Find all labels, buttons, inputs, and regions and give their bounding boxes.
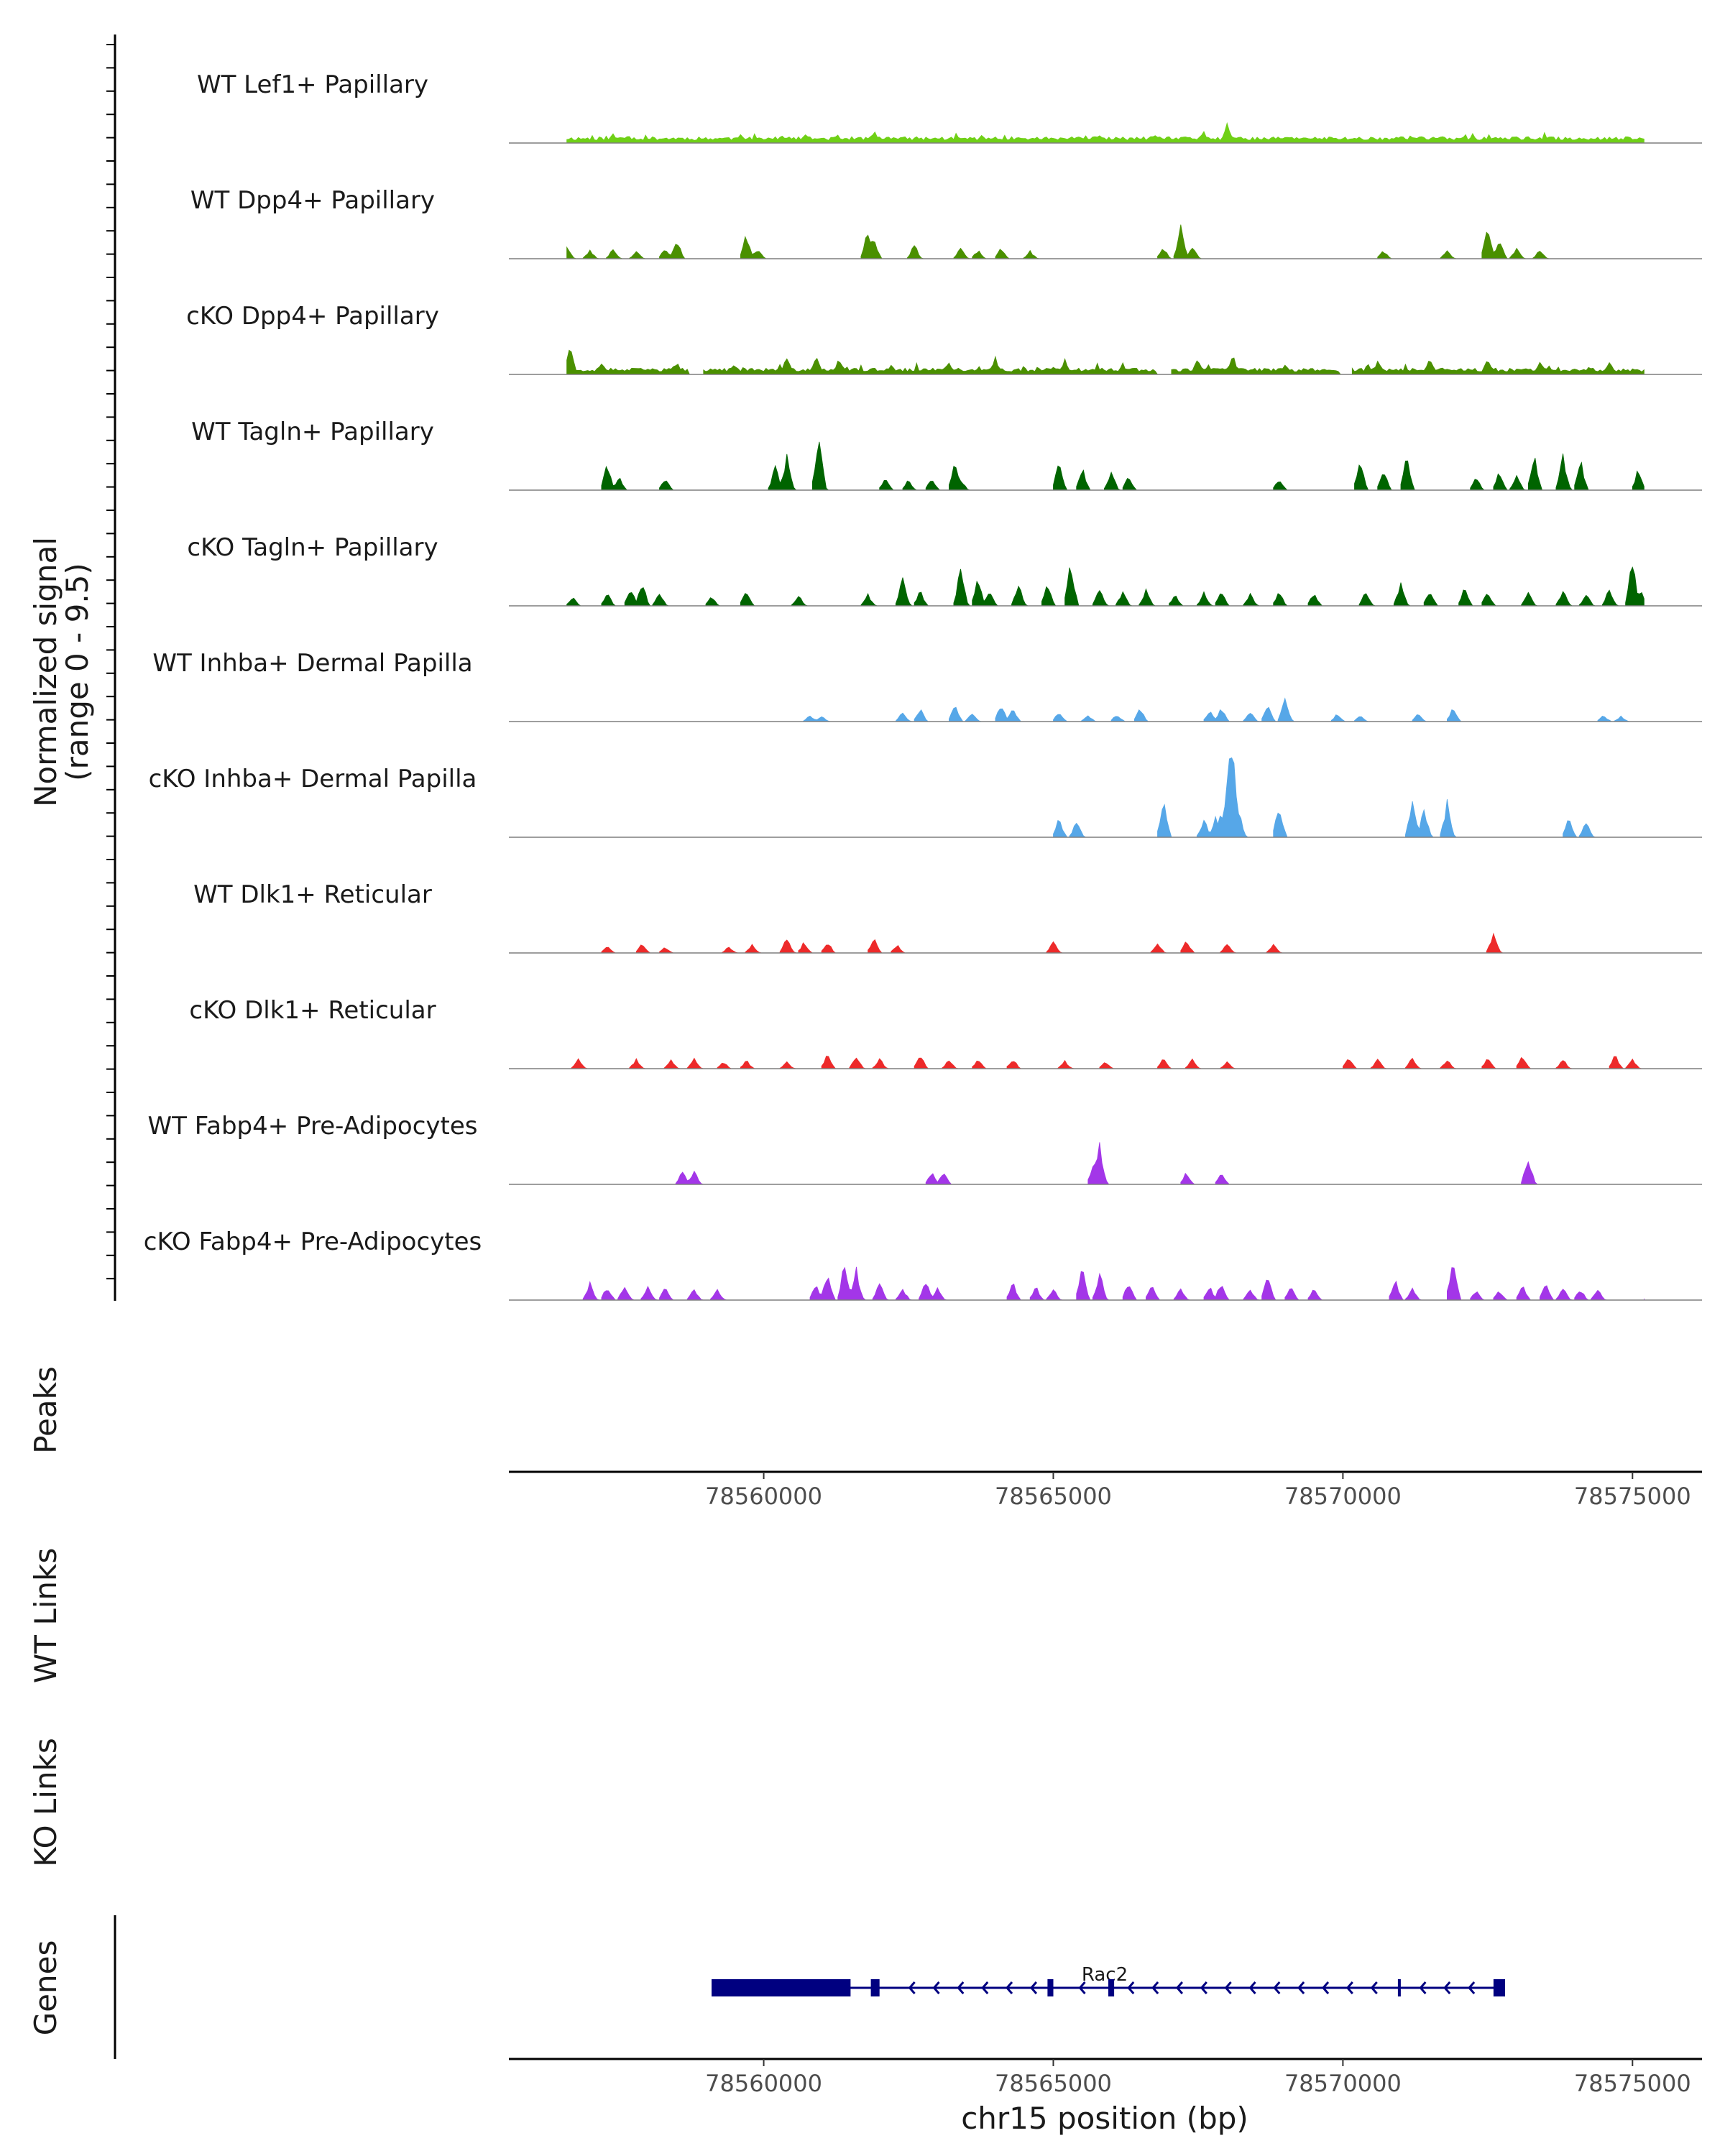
genes-track-label: Genes xyxy=(28,1940,63,2036)
track-7: WT Dlk1+ Reticular xyxy=(193,880,1702,954)
gene-strand-arrow xyxy=(932,1981,940,1994)
gene-strand-arrow xyxy=(981,1981,989,1994)
gene-strand-arrow xyxy=(1370,1981,1378,1994)
track-coverage-area xyxy=(803,697,1631,722)
gene-strand-arrow xyxy=(1322,1981,1330,1994)
track-coverage-area xyxy=(566,566,1644,607)
genes-x-axis-tick-label: 78575000 xyxy=(1574,2070,1691,2097)
gene-exon xyxy=(1397,1979,1401,1996)
track-coverage-area xyxy=(675,1142,1539,1185)
gene-strand-arrow xyxy=(1273,1981,1281,1994)
gene-name-label: Rac2 xyxy=(1082,1964,1128,1986)
track-label: WT Dlk1+ Reticular xyxy=(193,880,432,909)
gene-strand-arrow xyxy=(908,1981,916,1994)
track-label: cKO Fabp4+ Pre-Adipocytes xyxy=(144,1227,482,1256)
wt-links-label: WT Links xyxy=(28,1548,63,1683)
gene-strand-arrow xyxy=(1175,1981,1184,1994)
track-3: WT Tagln+ Papillary xyxy=(191,418,1702,491)
gene-strand-arrow xyxy=(1468,1981,1476,1994)
track-coverage-area xyxy=(601,441,1644,491)
track-coverage-area xyxy=(571,1056,1642,1069)
track-8: cKO Dlk1+ Reticular xyxy=(189,996,1702,1069)
gene-strand-arrow xyxy=(1419,1981,1427,1994)
peaks-x-axis-ticks: 78560000 78565000 78570000 78575000 xyxy=(705,1472,1691,1510)
gene-exon xyxy=(1108,1979,1115,1996)
coverage-tracks: WT Lef1+ Papillary WT Dpp4+ Papillary cKO … xyxy=(144,70,1702,1301)
track-10: cKO Fabp4+ Pre-Adipocytes xyxy=(144,1227,1702,1301)
track-label: WT Dpp4+ Papillary xyxy=(190,186,435,215)
genes-x-axis-ticks: 78560000 78565000 78570000 78575000 xyxy=(705,2059,1691,2097)
gene-strand-arrow xyxy=(1151,1981,1159,1994)
gene-exon xyxy=(1047,1979,1054,1996)
track-label: cKO Inhba+ Dermal Papilla xyxy=(149,765,477,793)
track-2: cKO Dpp4+ Papillary xyxy=(186,302,1702,375)
gene-strand-arrow xyxy=(1029,1981,1038,1994)
gene-strand-arrow xyxy=(1443,1981,1451,1994)
ko-links-label: KO Links xyxy=(28,1738,63,1867)
peaks-x-axis-tick-label: 78565000 xyxy=(995,1483,1112,1510)
genes-x-axis-tick-label: 78565000 xyxy=(995,2070,1112,2097)
track-label: cKO Tagln+ Papillary xyxy=(187,533,438,562)
genes-x-axis-tick-label: 78570000 xyxy=(1284,2070,1402,2097)
gene-model-rac2 xyxy=(712,1979,1506,1996)
gene-exon xyxy=(1493,1979,1505,1996)
track-1: WT Dpp4+ Papillary xyxy=(190,186,1702,259)
gene-strand-arrow xyxy=(1078,1981,1086,1994)
coverage-y-axis-subtitle: (range 0 - 9.5) xyxy=(60,563,95,781)
x-axis-title: chr15 position (bp) xyxy=(961,2101,1248,2136)
track-coverage-area xyxy=(566,224,1550,259)
track-0: WT Lef1+ Papillary xyxy=(197,70,1702,144)
gene-strand-arrow xyxy=(1006,1981,1013,1994)
track-coverage-area xyxy=(566,349,1644,375)
track-9: WT Fabp4+ Pre-Adipocytes xyxy=(148,1112,1702,1185)
gene-exon xyxy=(870,1979,880,1996)
track-label: cKO Dlk1+ Reticular xyxy=(189,996,436,1025)
peaks-track-label: Peaks xyxy=(28,1366,63,1454)
gene-strand-arrow xyxy=(1224,1981,1232,1994)
coverage-y-axis-title: Normalized signal xyxy=(28,537,63,807)
peaks-x-axis-tick-label: 78560000 xyxy=(705,1483,822,1510)
track-5: WT Inhba+ Dermal Papilla xyxy=(152,649,1702,722)
track-coverage-area xyxy=(601,932,1504,954)
track-coverage-area xyxy=(1053,757,1596,838)
track-coverage-area xyxy=(582,1266,1644,1301)
peaks-x-axis-tick-label: 78570000 xyxy=(1284,1483,1402,1510)
track-label: WT Inhba+ Dermal Papilla xyxy=(152,649,472,678)
gene-exon xyxy=(712,1979,851,1996)
peaks-x-axis-tick-label: 78575000 xyxy=(1574,1483,1691,1510)
genes-x-axis-tick-label: 78560000 xyxy=(705,2070,822,2097)
gene-strand-arrow xyxy=(1297,1981,1305,1994)
track-6: cKO Inhba+ Dermal Papilla xyxy=(149,757,1702,838)
track-coverage-area xyxy=(566,121,1644,144)
gene-strand-arrow xyxy=(1346,1981,1353,1994)
gene-strand-arrow xyxy=(1127,1981,1135,1994)
track-4: cKO Tagln+ Papillary xyxy=(187,533,1702,607)
gene-strand-arrow xyxy=(1200,1981,1208,1994)
track-label: cKO Dpp4+ Papillary xyxy=(186,302,439,331)
track-label: WT Fabp4+ Pre-Adipocytes xyxy=(148,1112,478,1141)
gene-strand-arrow xyxy=(957,1981,965,1994)
track-label: WT Lef1+ Papillary xyxy=(197,70,428,99)
track-label: WT Tagln+ Papillary xyxy=(191,418,434,446)
coverage-y-axis-ticks xyxy=(106,44,115,1280)
gene-strand-arrow xyxy=(1248,1981,1256,1994)
